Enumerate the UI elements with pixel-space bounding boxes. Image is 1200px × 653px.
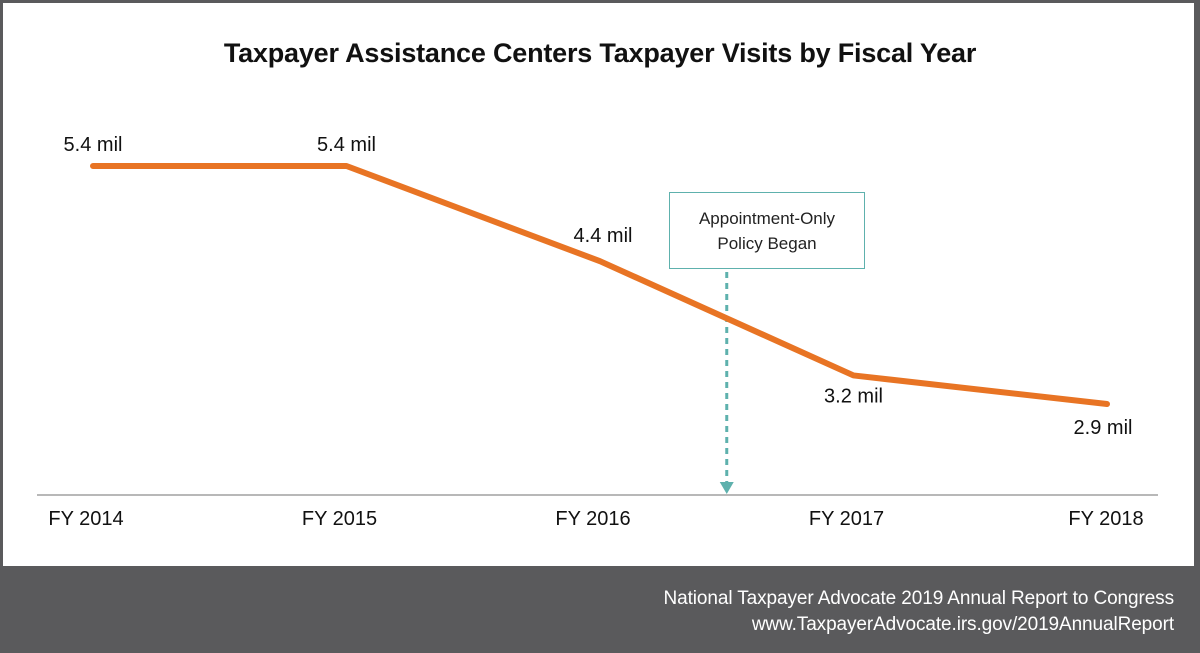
series-line bbox=[90, 163, 1110, 407]
x-tick-layer: FY 2014 FY 2015 FY 2016 FY 2017 FY 2018 bbox=[48, 508, 1143, 530]
chart-title: Taxpayer Assistance Centers Taxpayer Vis… bbox=[223, 38, 977, 68]
annotation-text-line1: Appointment-Only bbox=[698, 208, 836, 228]
annotation-layer bbox=[719, 272, 734, 494]
annotation-box: Appointment-Only Policy Began bbox=[669, 192, 865, 269]
x-tick-label: FY 2014 bbox=[48, 508, 123, 530]
footer-report-url: www.TaxpayerAdvocate.irs.gov/2019AnnualR… bbox=[751, 614, 1174, 635]
data-label: 5.4 mil bbox=[64, 134, 123, 156]
series-layer bbox=[90, 163, 1110, 407]
annotation-text-line2: Policy Began bbox=[717, 233, 817, 253]
data-label: 4.4 mil bbox=[574, 225, 633, 247]
x-tick-label: FY 2017 bbox=[809, 508, 884, 530]
data-label: 2.9 mil bbox=[1074, 417, 1133, 439]
footer-report-title: National Taxpayer Advocate 2019 Annual R… bbox=[663, 588, 1175, 609]
x-tick-label: FY 2016 bbox=[555, 508, 630, 530]
data-label: 5.4 mil bbox=[317, 134, 376, 156]
x-tick-label: FY 2018 bbox=[1068, 508, 1143, 530]
data-label: 3.2 mil bbox=[824, 385, 883, 407]
data-label-layer: 5.4 mil 5.4 mil 4.4 mil 3.2 mil 2.9 mil bbox=[64, 134, 1133, 439]
x-tick-label: FY 2015 bbox=[302, 508, 377, 530]
annotation-arrow-icon bbox=[719, 482, 734, 494]
chart-panel bbox=[3, 3, 1194, 566]
